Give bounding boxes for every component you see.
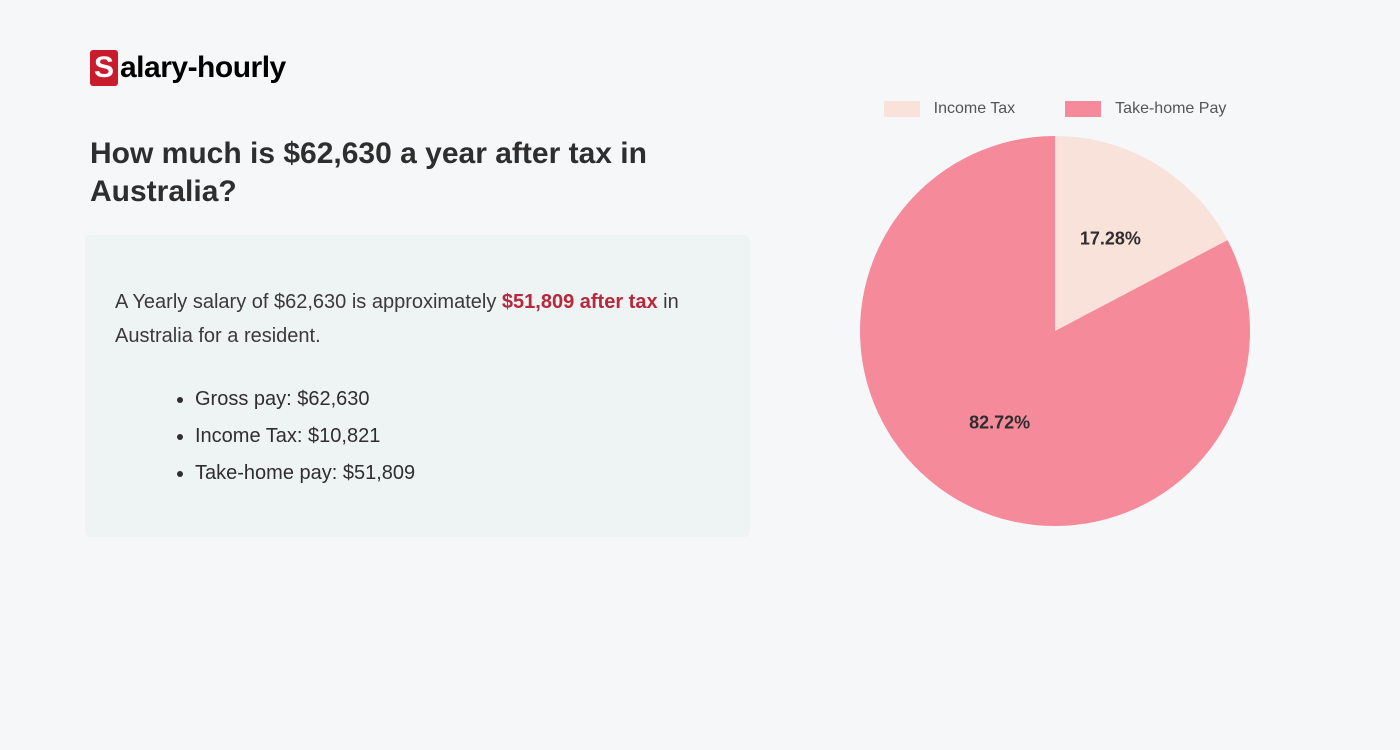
legend-swatch <box>1065 101 1101 117</box>
site-logo: S alary-hourly <box>90 50 286 86</box>
chart-legend: Income Tax Take-home Pay <box>820 100 1290 118</box>
summary-list: Gross pay: $62,630 Income Tax: $10,821 T… <box>115 381 720 492</box>
pie-svg <box>860 136 1250 526</box>
summary-box: A Yearly salary of $62,630 is approximat… <box>85 235 750 537</box>
legend-swatch <box>884 101 920 117</box>
pie-slice-label: 17.28% <box>1080 229 1141 250</box>
summary-prefix: A Yearly salary of $62,630 is approximat… <box>115 291 502 313</box>
legend-label: Income Tax <box>934 100 1016 118</box>
logo-text: alary-hourly <box>120 51 286 85</box>
logo-initial: S <box>90 50 118 86</box>
legend-item: Income Tax <box>884 100 1016 118</box>
pie-chart-region: Income Tax Take-home Pay 17.28% 82.72% <box>820 100 1290 526</box>
list-item: Gross pay: $62,630 <box>195 381 720 418</box>
list-item: Income Tax: $10,821 <box>195 418 720 455</box>
summary-text: A Yearly salary of $62,630 is approximat… <box>115 285 720 353</box>
legend-label: Take-home Pay <box>1115 100 1226 118</box>
legend-item: Take-home Pay <box>1065 100 1226 118</box>
list-item: Take-home pay: $51,809 <box>195 455 720 492</box>
page-title: How much is $62,630 a year after tax in … <box>90 135 730 210</box>
pie-slice-label: 82.72% <box>969 412 1030 433</box>
pie-container: 17.28% 82.72% <box>860 136 1250 526</box>
summary-highlight: $51,809 after tax <box>502 291 658 313</box>
